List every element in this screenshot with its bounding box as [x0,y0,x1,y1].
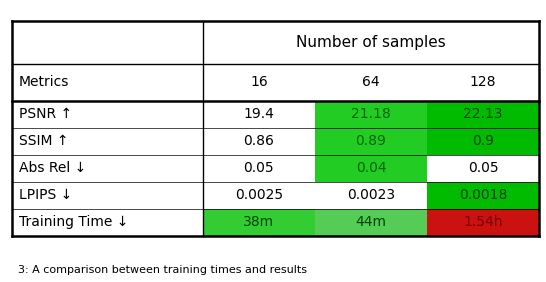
Bar [203,209,315,236]
Text: 44m: 44m [355,215,387,229]
Text: 22.13: 22.13 [464,107,503,121]
Text: 1.54h: 1.54h [464,215,503,229]
Text: 128: 128 [470,75,496,89]
Bar [427,209,539,236]
Text: 0.05: 0.05 [468,161,498,175]
Text: 3: A comparison between training times and results: 3: A comparison between training times a… [17,265,307,275]
Text: 38m: 38m [244,215,275,229]
Text: 0.9: 0.9 [472,134,494,148]
Text: 0.05: 0.05 [244,161,274,175]
Bar [315,100,427,127]
Text: Training Time ↓: Training Time ↓ [19,215,128,229]
Text: 21.18: 21.18 [351,107,391,121]
Text: PSNR ↑: PSNR ↑ [19,107,72,121]
Text: LPIPS ↓: LPIPS ↓ [19,188,72,202]
Text: 0.0023: 0.0023 [347,188,395,202]
Text: 0.04: 0.04 [355,161,387,175]
Text: Metrics: Metrics [19,75,69,89]
Text: 0.86: 0.86 [244,134,274,148]
Text: 0.89: 0.89 [355,134,387,148]
Bar [427,100,539,127]
Text: 0.0018: 0.0018 [459,188,507,202]
Bar [315,155,427,182]
Text: 64: 64 [362,75,380,89]
Text: 19.4: 19.4 [244,107,274,121]
Text: SSIM ↑: SSIM ↑ [19,134,68,148]
Text: Abs Rel ↓: Abs Rel ↓ [19,161,86,175]
Bar [315,209,427,236]
Bar [315,127,427,155]
Bar [427,182,539,209]
Text: 0.0025: 0.0025 [235,188,283,202]
Text: 16: 16 [250,75,268,89]
Bar [427,127,539,155]
Text: Number of samples: Number of samples [296,35,446,50]
